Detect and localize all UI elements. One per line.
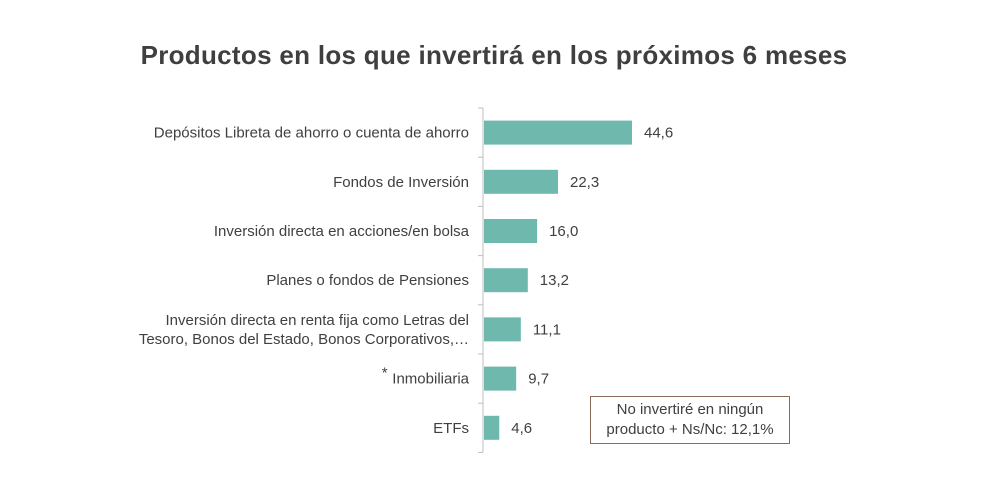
bar [484, 317, 521, 342]
data-label: 44,6 [644, 125, 673, 142]
data-label: 16,0 [549, 223, 578, 240]
category-label: Inversión directa en renta fija como Let… [166, 312, 470, 329]
bar [484, 268, 528, 293]
data-label: 9,7 [528, 371, 549, 388]
annotation-line-2: producto + Ns/Nc: 12,1% [606, 421, 774, 438]
data-label: 11,1 [533, 321, 561, 338]
annotation-box: No invertiré en ningún producto + Ns/Nc:… [590, 396, 790, 444]
data-label: 22,3 [570, 174, 599, 191]
annotation-line-1: No invertiré en ningún [616, 401, 764, 418]
data-label: 4,6 [511, 420, 532, 437]
category-label: Depósitos Libreta de ahorro o cuenta de … [154, 125, 469, 142]
bar [484, 219, 538, 243]
category-label: Inmobiliaria [392, 371, 469, 388]
bar [484, 366, 517, 391]
category-label: ETFs [433, 420, 469, 437]
category-marker: * [382, 365, 388, 382]
data-label: 13,2 [540, 272, 569, 289]
bar [484, 415, 500, 440]
category-label: Fondos de Inversión [333, 174, 469, 191]
category-label: Planes o fondos de Pensiones [266, 272, 469, 289]
bar [484, 169, 558, 194]
chart-title: Productos en los que invertirá en los pr… [140, 40, 848, 70]
category-label: Tesoro, Bonos del Estado, Bonos Corporat… [139, 331, 469, 348]
bar [484, 120, 632, 145]
category-label: Inversión directa en acciones/en bolsa [214, 223, 470, 240]
